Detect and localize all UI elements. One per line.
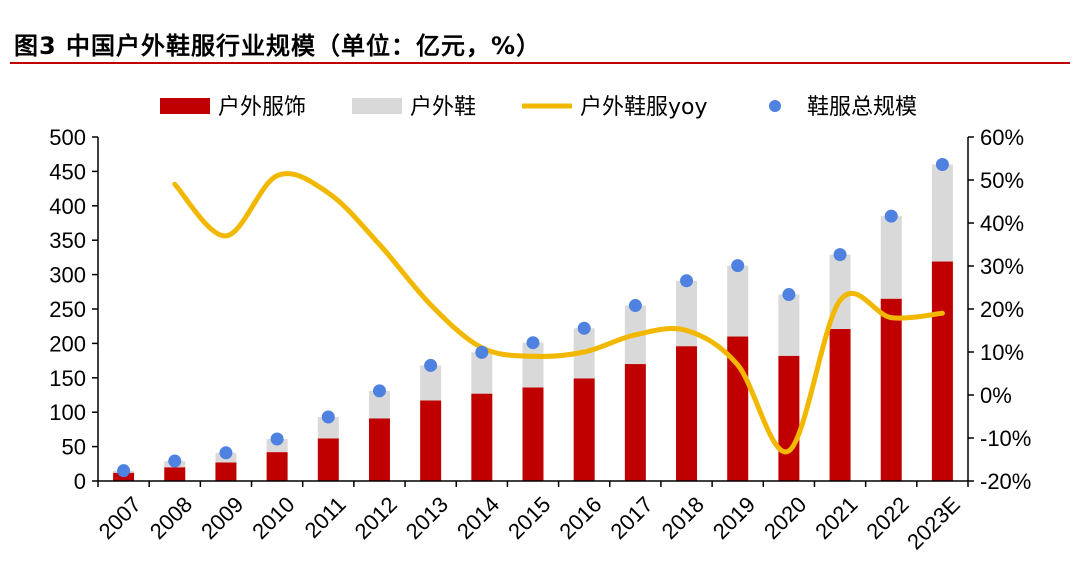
right-tick-label: 60% [980, 125, 1024, 150]
left-tick-label: 500 [49, 125, 86, 150]
chart-title: 图3 中国户外鞋服行业规模（单位：亿元，%） [14, 32, 542, 60]
total-size-dot [884, 209, 898, 223]
left-tick-label: 50 [62, 435, 86, 460]
bar-outdoor-apparel [317, 438, 339, 481]
x-tick-label: 2023E [902, 492, 965, 555]
right-tick-label: 40% [980, 211, 1024, 236]
bar-outdoor-shoes [778, 294, 800, 356]
legend-label: 户外服饰 [218, 95, 306, 120]
total-size-dot [424, 358, 438, 372]
legend: 户外服饰 户外鞋 户外鞋服yoy 鞋服总规模 [160, 95, 917, 120]
x-tick-label: 2021 [810, 492, 862, 544]
total-size-dot [475, 345, 489, 359]
x-tick-label: 2014 [452, 492, 504, 544]
bar-outdoor-apparel [420, 400, 442, 481]
x-tick-label: 2019 [708, 492, 760, 544]
right-axis: -20% -10% 0% 10% 20% 30% 40% 50% 60% [967, 125, 1031, 494]
total-size-dot [168, 454, 182, 468]
left-tick-label: 400 [49, 194, 86, 219]
bar-outdoor-shoes [880, 216, 902, 299]
legend-dot [769, 100, 781, 112]
right-tick-label: 20% [980, 297, 1024, 322]
total-size-dot [782, 288, 796, 302]
title-divider [10, 62, 1070, 64]
bar-outdoor-shoes [522, 342, 544, 388]
bar-outdoor-apparel [931, 261, 953, 481]
left-tick-label: 300 [49, 263, 86, 288]
total-size-dot [628, 299, 642, 313]
x-tick-label: 2016 [554, 492, 606, 544]
bar-outdoor-apparel [164, 467, 186, 481]
total-size-dot [372, 384, 386, 398]
bar-outdoor-apparel [368, 418, 390, 481]
bar-outdoor-shoes [317, 417, 339, 439]
legend-label: 鞋服总规模 [807, 95, 917, 120]
total-size-dot [219, 446, 233, 460]
bar-outdoor-apparel [522, 387, 544, 481]
right-tick-label: 50% [980, 168, 1024, 193]
total-size-dot [577, 321, 591, 335]
left-tick-label: 250 [49, 297, 86, 322]
left-tick-label: 350 [49, 228, 86, 253]
x-tick-label: 2018 [657, 492, 709, 544]
bar-outdoor-shoes [368, 390, 390, 419]
x-tick-label: 2007 [94, 492, 146, 544]
bar-outdoor-apparel [676, 346, 698, 481]
right-tick-label: 30% [980, 254, 1024, 279]
right-tick-label: -10% [980, 426, 1031, 451]
total-size-dot [117, 464, 131, 478]
bar-outdoor-apparel [624, 364, 646, 481]
left-axis: 0 50 100 150 200 250 300 350 400 450 500 [49, 125, 99, 494]
x-tick-label: 2011 [300, 492, 351, 543]
yoy-line-layer [172, 171, 945, 455]
x-tick-label: 2013 [401, 492, 453, 544]
x-tick-label: 2012 [350, 492, 402, 544]
legend-swatch [160, 98, 210, 114]
x-tick-label: 2008 [145, 492, 197, 544]
bars-layer [113, 164, 953, 481]
left-tick-label: 100 [49, 400, 86, 425]
total-size-dot [935, 158, 949, 172]
total-size-dot [321, 410, 335, 424]
bar-outdoor-apparel [471, 393, 493, 481]
bar-outdoor-shoes [931, 164, 953, 262]
legend-label: 户外鞋 [410, 95, 476, 120]
total-size-dot [731, 259, 745, 273]
right-tick-label: 10% [980, 340, 1024, 365]
right-tick-label: -20% [980, 469, 1031, 494]
legend-label: 户外鞋服yoy [580, 95, 708, 120]
bar-outdoor-apparel [266, 452, 288, 481]
x-tick-label: 2020 [759, 492, 811, 544]
x-tick-label: 2017 [605, 492, 657, 544]
bar-outdoor-shoes [727, 265, 749, 337]
bar-outdoor-shoes [471, 352, 493, 394]
left-tick-label: 150 [49, 366, 86, 391]
bar-outdoor-apparel [778, 355, 800, 481]
x-tick-label: 2009 [196, 492, 248, 544]
total-size-dot [833, 248, 847, 262]
x-tick-label: 2010 [247, 492, 299, 544]
left-tick-label: 0 [74, 469, 86, 494]
left-tick-label: 450 [49, 159, 86, 184]
bar-outdoor-shoes [420, 365, 442, 401]
bar-outdoor-shoes [676, 280, 698, 347]
total-size-dot [270, 432, 284, 446]
x-tick-label: 2015 [503, 492, 555, 544]
bar-outdoor-apparel [829, 328, 851, 481]
left-tick-label: 200 [49, 331, 86, 356]
right-tick-label: 0% [980, 383, 1012, 408]
yoy-line [172, 171, 945, 455]
total-size-dot [680, 274, 694, 288]
legend-swatch [352, 98, 402, 114]
bar-outdoor-apparel [880, 298, 902, 481]
bar-outdoor-apparel [573, 378, 595, 481]
total-dots-layer [117, 158, 949, 478]
total-size-dot [526, 336, 540, 350]
bar-outdoor-apparel [215, 462, 237, 481]
